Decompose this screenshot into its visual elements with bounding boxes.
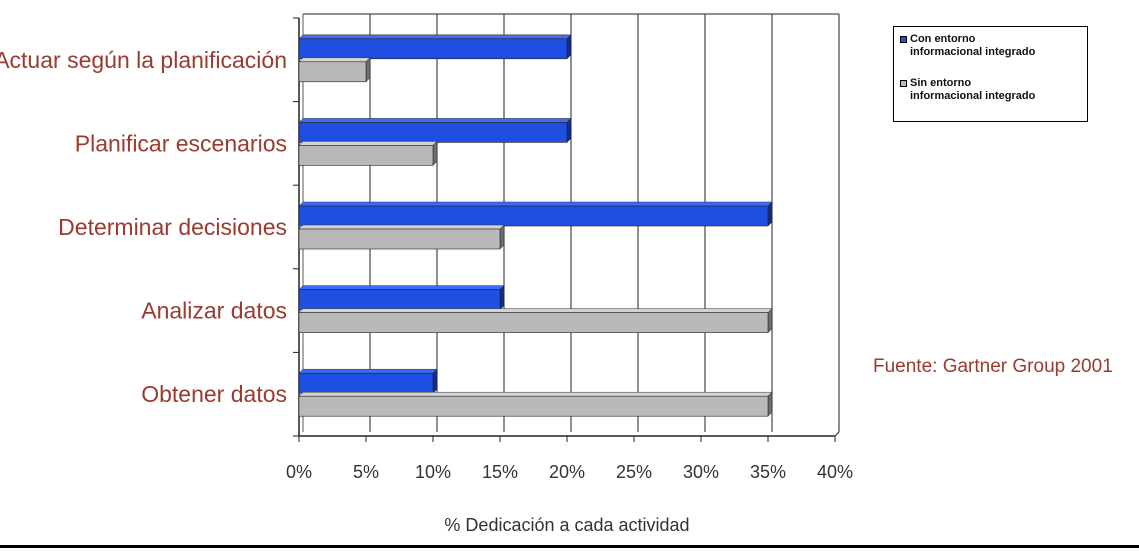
bar-end-face: [499, 284, 505, 311]
bar-end-face: [499, 224, 505, 250]
category-label: Planificar escenarios: [75, 130, 287, 156]
axes: [293, 13, 840, 442]
bar-top-face: [298, 118, 572, 123]
bottom-border: [0, 545, 1139, 548]
x-axis-title: % Dedicación a cada actividad: [444, 515, 689, 535]
x-tick-label: 35%: [750, 462, 786, 482]
legend-swatch-gray: [900, 80, 907, 87]
bar-top-face: [298, 141, 438, 146]
x-tick-label: 25%: [616, 462, 652, 482]
bar-end-face: [767, 307, 773, 334]
x-tick-label: 20%: [549, 462, 585, 482]
category-label: Analizar datos: [141, 298, 287, 324]
category-label: Obtener datos: [141, 381, 287, 407]
legend-swatch-blue: [900, 36, 907, 43]
bar-sin-entorno: [298, 61, 367, 83]
bar-con-entorno: [298, 205, 769, 227]
bars: [298, 34, 773, 417]
bar-top-face: [298, 34, 572, 40]
x-tick-label: 0%: [286, 462, 312, 482]
bar-end-face: [432, 368, 438, 394]
category-label: Actuar según la planificación: [0, 47, 287, 73]
bar-con-entorno: [298, 289, 501, 310]
bar-top-face: [298, 224, 505, 230]
source-annotation: Fuente: Gartner Group 2001: [873, 356, 1113, 377]
bar-con-entorno: [298, 38, 568, 60]
bar-top-face: [298, 201, 773, 207]
bar-con-entorno: [298, 372, 434, 394]
bar-end-face: [566, 117, 572, 144]
bar-top-face: [298, 391, 773, 397]
x-tick-label: 40%: [817, 462, 853, 482]
x-tick-label: 15%: [482, 462, 518, 482]
bar-end-face: [432, 140, 438, 167]
floor-edge: [834, 431, 840, 437]
bar-top-face: [298, 368, 438, 374]
bar-sin-entorno: [298, 228, 501, 250]
bar-top-face: [298, 285, 505, 290]
bar-end-face: [365, 57, 371, 83]
labels: 0% 5% 10% 15% 20% 25% 30% 35% 40% Actuar según la…: [0, 47, 853, 535]
bar-top-face: [298, 57, 371, 63]
bar-end-face: [767, 391, 773, 417]
x-tick-label: 5%: [353, 462, 379, 482]
bar-sin-entorno: [298, 145, 434, 166]
bar-sin-entorno: [298, 395, 769, 417]
bar-sin-entorno: [298, 312, 769, 333]
bar-con-entorno: [298, 122, 568, 143]
x-tick-label: 10%: [415, 462, 451, 482]
legend-label-con: Con entorno informacional integrado: [910, 33, 1036, 58]
bar-top-face: [298, 308, 773, 313]
legend: Con entorno informacional integrado Sin …: [893, 26, 1088, 122]
category-label: Determinar decisiones: [58, 214, 287, 240]
x-tick-label: 30%: [683, 462, 719, 482]
legend-label-sin: Sin entorno informacional integrado: [910, 77, 1036, 102]
bar-end-face: [767, 201, 773, 227]
bar-end-face: [566, 34, 572, 60]
